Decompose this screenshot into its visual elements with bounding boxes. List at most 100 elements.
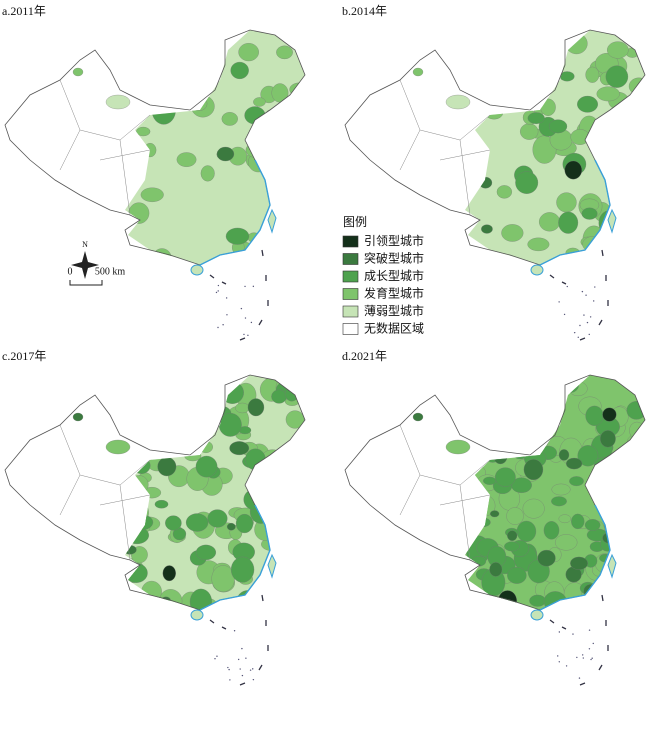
city-area (527, 112, 545, 124)
hainan (190, 264, 204, 276)
island (252, 285, 255, 288)
city-area (607, 590, 621, 600)
city-area (483, 476, 497, 485)
city-area (492, 396, 517, 426)
province-lines (59, 79, 151, 216)
city-area (506, 507, 524, 525)
city-area (163, 415, 180, 429)
city-area (496, 421, 514, 441)
city-area (158, 589, 183, 610)
island (558, 631, 561, 633)
city-area (504, 541, 520, 552)
island (589, 316, 592, 318)
city-area (154, 500, 169, 509)
city-area (489, 562, 503, 577)
city-area (246, 586, 267, 606)
city-area (583, 584, 598, 599)
city-area (619, 467, 635, 480)
city-area (282, 534, 297, 547)
legend-label: 无数据区域 (364, 320, 424, 335)
city-area (481, 392, 502, 413)
city-area (252, 246, 271, 260)
city-area (485, 44, 498, 59)
island (588, 648, 591, 650)
city-area (225, 227, 250, 245)
island (578, 677, 581, 679)
map-panel: d.2021年 (342, 349, 646, 686)
city-area (625, 444, 645, 469)
city-area (555, 534, 578, 551)
city-area (134, 398, 156, 420)
city-area (615, 209, 636, 231)
island (240, 307, 243, 310)
city-area (105, 439, 131, 455)
city-area (501, 432, 519, 450)
city-area (558, 449, 570, 461)
island (244, 285, 246, 288)
island (594, 286, 596, 288)
city-area (618, 226, 642, 245)
city-area (606, 530, 620, 540)
city-area (230, 556, 255, 583)
island (582, 657, 585, 659)
city-area (200, 165, 215, 182)
city-area (624, 461, 637, 473)
island (215, 291, 218, 294)
island (565, 665, 568, 667)
city-area (445, 94, 471, 110)
city-area (501, 224, 524, 242)
city-area (140, 187, 164, 202)
island (579, 324, 581, 327)
city-area (475, 426, 496, 446)
city-area (602, 532, 617, 544)
city-area (558, 514, 572, 524)
city-area (627, 526, 645, 543)
city-area (226, 523, 236, 531)
city-area (289, 82, 305, 97)
city-area (265, 109, 280, 121)
city-area (498, 436, 515, 452)
city-area (515, 171, 539, 194)
city-area (511, 397, 528, 409)
city-area (252, 126, 268, 143)
city-area (190, 424, 203, 434)
city-area (253, 97, 266, 107)
city-area (614, 216, 631, 234)
island (252, 668, 254, 670)
city-area (230, 61, 249, 80)
city-area (185, 513, 209, 532)
city-area (543, 591, 567, 610)
city-area (195, 455, 218, 478)
city-area (551, 496, 567, 507)
city-area (273, 504, 288, 517)
city-area (275, 463, 293, 475)
map (344, 374, 646, 686)
city-area (157, 385, 172, 399)
city-area (599, 483, 622, 500)
north-arrow: N (71, 240, 99, 279)
city-area (558, 211, 579, 234)
city-area (271, 389, 287, 404)
island (588, 629, 591, 631)
city-area (221, 112, 238, 126)
island (586, 321, 589, 324)
city-area (72, 67, 84, 77)
city-area (465, 591, 482, 610)
island (576, 656, 578, 659)
city-area (489, 510, 500, 518)
legend-swatch (342, 270, 359, 283)
city-area (154, 431, 173, 448)
island (237, 658, 240, 661)
city-area (564, 160, 582, 180)
city-area (243, 489, 264, 510)
island (229, 679, 231, 681)
city-area (548, 119, 568, 134)
city-area (142, 426, 159, 444)
island (566, 285, 568, 288)
legend-swatch (342, 253, 359, 265)
map-panels: a.2011年 b.2014年 c.2017年 d.2021年 (2, 4, 646, 686)
city-area (581, 207, 598, 220)
island (225, 297, 228, 299)
coastline (539, 159, 611, 266)
